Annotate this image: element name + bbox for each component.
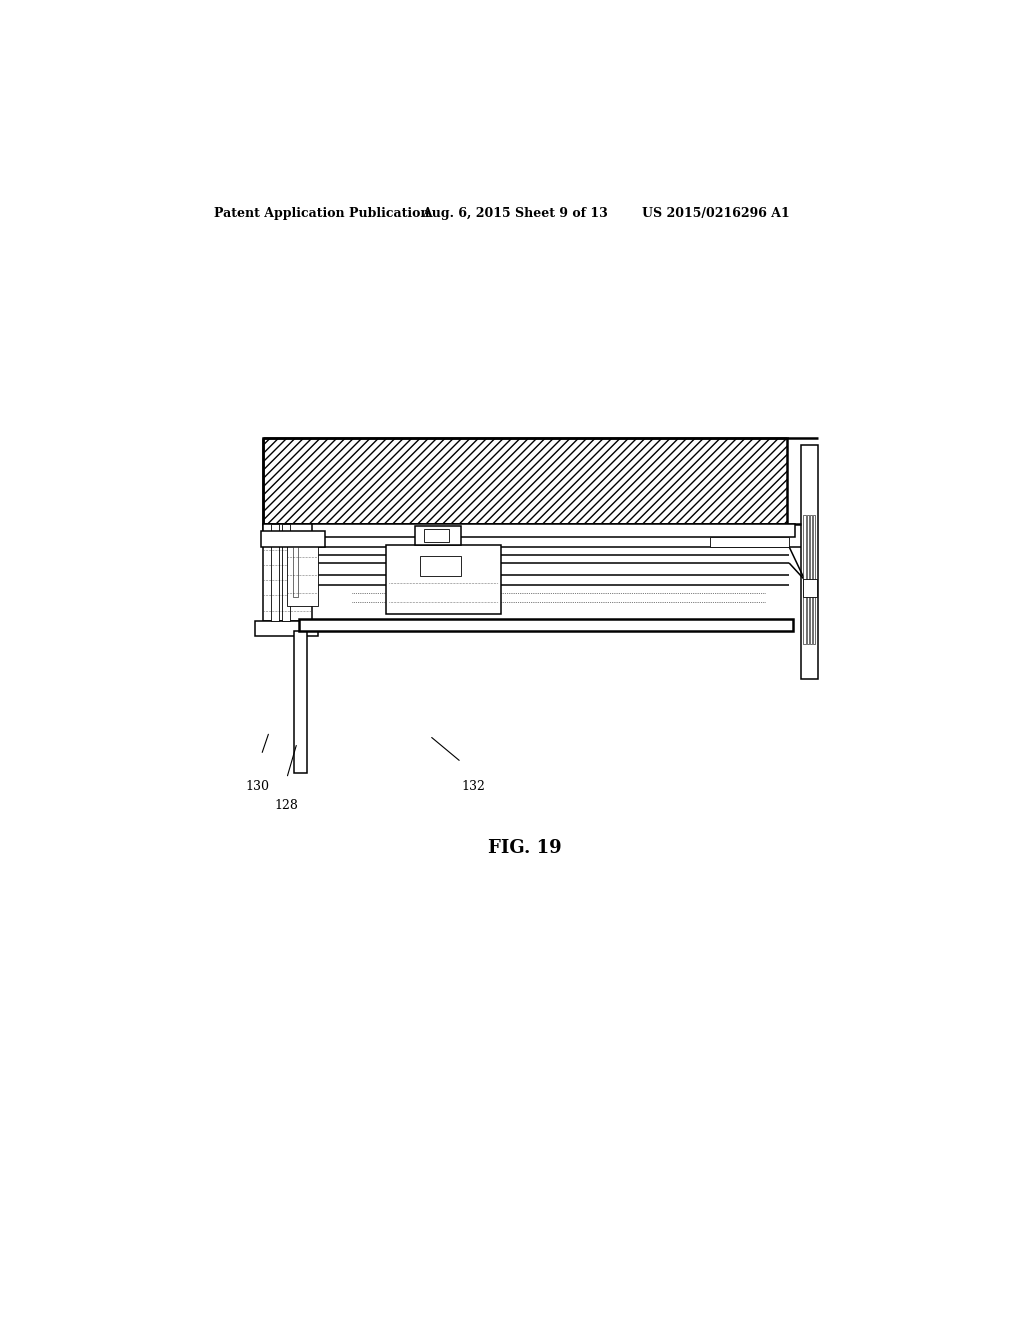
- Text: 130: 130: [246, 780, 269, 793]
- Bar: [803, 578, 817, 597]
- Bar: [299, 619, 793, 631]
- Bar: [813, 515, 815, 644]
- Bar: [710, 536, 790, 546]
- Bar: [255, 620, 318, 636]
- Bar: [804, 515, 806, 644]
- Text: Sheet 9 of 13: Sheet 9 of 13: [515, 207, 608, 220]
- Bar: [415, 527, 461, 545]
- Bar: [263, 524, 312, 620]
- Text: 128: 128: [274, 799, 299, 812]
- Bar: [421, 557, 461, 576]
- Text: FIG. 19: FIG. 19: [488, 838, 561, 857]
- Bar: [263, 524, 796, 536]
- Bar: [261, 532, 325, 546]
- Bar: [424, 529, 450, 541]
- Text: 132: 132: [461, 780, 485, 793]
- Bar: [287, 536, 318, 606]
- Bar: [270, 524, 279, 620]
- Text: Aug. 6, 2015: Aug. 6, 2015: [422, 207, 510, 220]
- Bar: [801, 445, 818, 678]
- Bar: [282, 524, 290, 620]
- Bar: [263, 438, 786, 524]
- Bar: [810, 515, 812, 644]
- Bar: [293, 546, 298, 598]
- Bar: [386, 545, 501, 614]
- Bar: [294, 631, 306, 774]
- Text: Patent Application Publication: Patent Application Publication: [214, 207, 429, 220]
- Bar: [807, 515, 809, 644]
- Text: US 2015/0216296 A1: US 2015/0216296 A1: [642, 207, 790, 220]
